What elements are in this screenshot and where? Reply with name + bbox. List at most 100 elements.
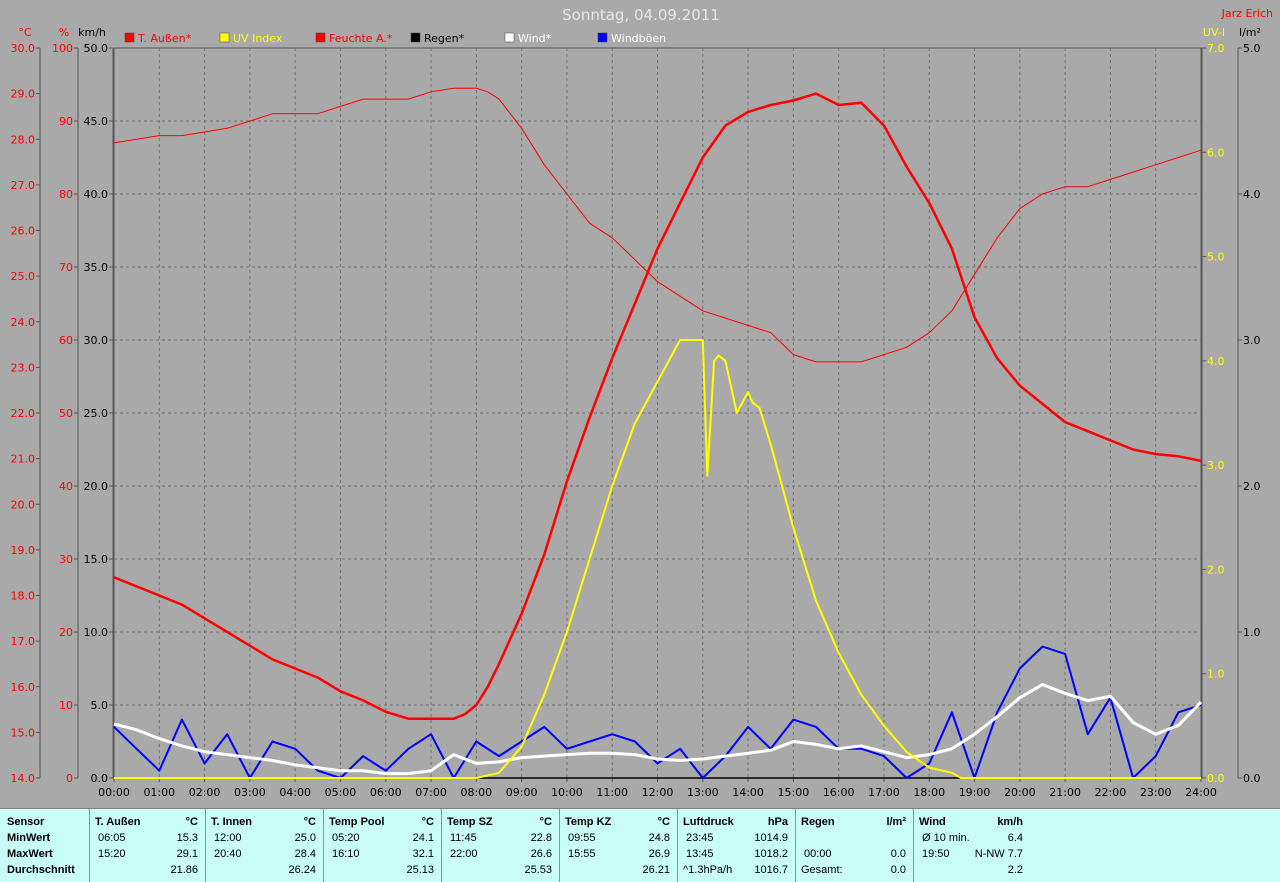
author-label: Jarz Erich [1221, 7, 1273, 20]
temp-axis-label-8: 22.0 [11, 407, 36, 420]
legend-label-4: Wind* [518, 32, 552, 45]
unit-humidity: % [59, 26, 69, 39]
stats-sensor-unit: °C [421, 816, 434, 828]
time-label-4: 04:00 [279, 786, 311, 799]
stats-max-value: 26.6 [530, 848, 552, 860]
stats-max-time: 20:40 [214, 848, 242, 860]
stats-avg-value: 25.53 [524, 864, 552, 876]
humidity-axis-label-10: 0 [66, 772, 73, 785]
temp-axis-label-13: 17.0 [11, 635, 36, 648]
stats-min-value: 24.1 [412, 832, 434, 844]
time-label-0: 00:00 [98, 786, 130, 799]
stats-avg-value: 0.0 [890, 864, 906, 876]
stats-max-time: 19:50 [922, 848, 950, 860]
temp-axis-label-1: 29.0 [11, 88, 36, 101]
stats-max-value: 29.1 [176, 848, 198, 860]
stats-max-value: 0.0 [890, 848, 906, 860]
temp-axis-label-11: 19.0 [11, 544, 36, 557]
stats-min-value: 22.8 [530, 832, 552, 844]
wind-axis-label-4: 30.0 [84, 334, 109, 347]
stats-min-value: 6.4 [1007, 832, 1023, 844]
legend-swatch-4 [504, 32, 515, 43]
stats-column-5: Luftdruck hPa 23:45 1014.9 13:45 1018.2 ^1.3hP… [677, 809, 796, 882]
legend-label-5: Windböen [611, 32, 666, 45]
stats-avg-value: 25.13 [406, 864, 434, 876]
stats-min-value: 1014.9 [754, 832, 788, 844]
wind-axis-label-10: 0.0 [91, 772, 109, 785]
stats-sensor-name: Regen [801, 816, 835, 828]
stats-sensor-name: Temp Pool [329, 816, 385, 828]
wind-axis-label-0: 50.0 [84, 42, 109, 55]
stats-row-labels: Sensor MinWert MaxWert Durchschnitt [0, 809, 89, 882]
temp-axis-label-0: 30.0 [11, 42, 36, 55]
stats-avg-note: ^1.3hPa/h [683, 864, 733, 876]
stats-max-time: 00:00 [804, 848, 832, 860]
stats-column-1: T. Innen °C 12:00 25.0 20:40 28.4 26.24 [205, 809, 324, 882]
stats-row-label-0: Sensor [7, 816, 45, 828]
temp-axis-label-5: 25.0 [11, 270, 36, 283]
stats-row-label-2: MaxWert [7, 848, 53, 860]
time-label-23: 23:00 [1140, 786, 1172, 799]
uv-axis-label-0: 7.0 [1207, 42, 1225, 55]
wind-axis-label-2: 40.0 [84, 188, 109, 201]
legend-label-2: Feuchte A.* [329, 32, 393, 45]
stats-avg-value: 2.2 [1007, 864, 1023, 876]
humidity-axis-label-9: 10 [59, 699, 73, 712]
series-gusts [113, 645, 1202, 779]
stats-sensor-name: Wind [919, 816, 946, 828]
unit-temp: °C [18, 26, 32, 39]
stats-max-time: 13:45 [686, 848, 714, 860]
time-label-21: 21:00 [1049, 786, 1081, 799]
wind-axis-label-8: 10.0 [84, 626, 109, 639]
legend-swatch-0 [124, 32, 135, 43]
rain-axis-label-2: 3.0 [1243, 334, 1261, 347]
wind-axis-label-3: 35.0 [84, 261, 109, 274]
stats-column-4: Temp KZ °C 09:55 24.8 15:55 26.9 26.21 [559, 809, 678, 882]
uv-axis-label-5: 2.0 [1207, 563, 1225, 576]
stats-min-time: Ø 10 min. [922, 832, 970, 844]
legend-label-0: T. Außen* [137, 32, 192, 45]
stats-max-value: 26.9 [648, 848, 670, 860]
series-wind [113, 683, 1203, 776]
wind-axis-label-6: 20.0 [84, 480, 109, 493]
temp-axis-label-14: 16.0 [11, 681, 36, 694]
time-label-19: 19:00 [959, 786, 991, 799]
stats-min-time: 12:00 [214, 832, 242, 844]
stats-min-time: 06:05 [98, 832, 126, 844]
stats-column-2: Temp Pool °C 05:20 24.1 16:10 32.1 25.13 [323, 809, 442, 882]
stats-avg-value: 26.21 [642, 864, 670, 876]
time-label-14: 14:00 [732, 786, 764, 799]
uv-axis-label-3: 4.0 [1207, 355, 1225, 368]
time-label-22: 22:00 [1095, 786, 1127, 799]
series-layer [113, 87, 1203, 779]
unit-rain: l/m² [1239, 26, 1261, 39]
time-label-11: 11:00 [596, 786, 628, 799]
stats-avg-note: Gesamt: [801, 864, 843, 876]
temp-axis-label-3: 27.0 [11, 179, 36, 192]
humidity-axis-label-1: 90 [59, 115, 73, 128]
wind-axis-label-9: 5.0 [91, 699, 109, 712]
stats-sensor-unit: °C [185, 816, 198, 828]
wind-axis-label-1: 45.0 [84, 115, 109, 128]
stats-sensor-name: Luftdruck [683, 816, 734, 828]
stats-sensor-unit: °C [303, 816, 316, 828]
temp-axis-label-15: 15.0 [11, 726, 36, 739]
stats-max-value: N-NW 7.7 [974, 848, 1023, 860]
humidity-axis-label-3: 70 [59, 261, 73, 274]
uv-axis-label-6: 1.0 [1207, 668, 1225, 681]
stats-sensor-unit: km/h [997, 816, 1023, 828]
time-label-20: 20:00 [1004, 786, 1036, 799]
stats-max-value: 1018.2 [754, 848, 788, 860]
stats-row-label-3: Durchschnitt [7, 864, 75, 876]
legend-swatch-1 [219, 32, 230, 43]
humidity-axis-label-4: 60 [59, 334, 73, 347]
stats-min-time: 05:20 [332, 832, 360, 844]
uv-axis-label-2: 5.0 [1207, 251, 1225, 264]
time-label-5: 05:00 [325, 786, 357, 799]
humidity-axis-label-0: 100 [52, 42, 73, 55]
unit-wind: km/h [78, 26, 106, 39]
uv-axis-label-7: 0.0 [1207, 772, 1225, 785]
stats-sensor-name: T. Innen [211, 816, 252, 828]
time-label-2: 02:00 [189, 786, 221, 799]
rain-axis-label-1: 4.0 [1243, 188, 1261, 201]
